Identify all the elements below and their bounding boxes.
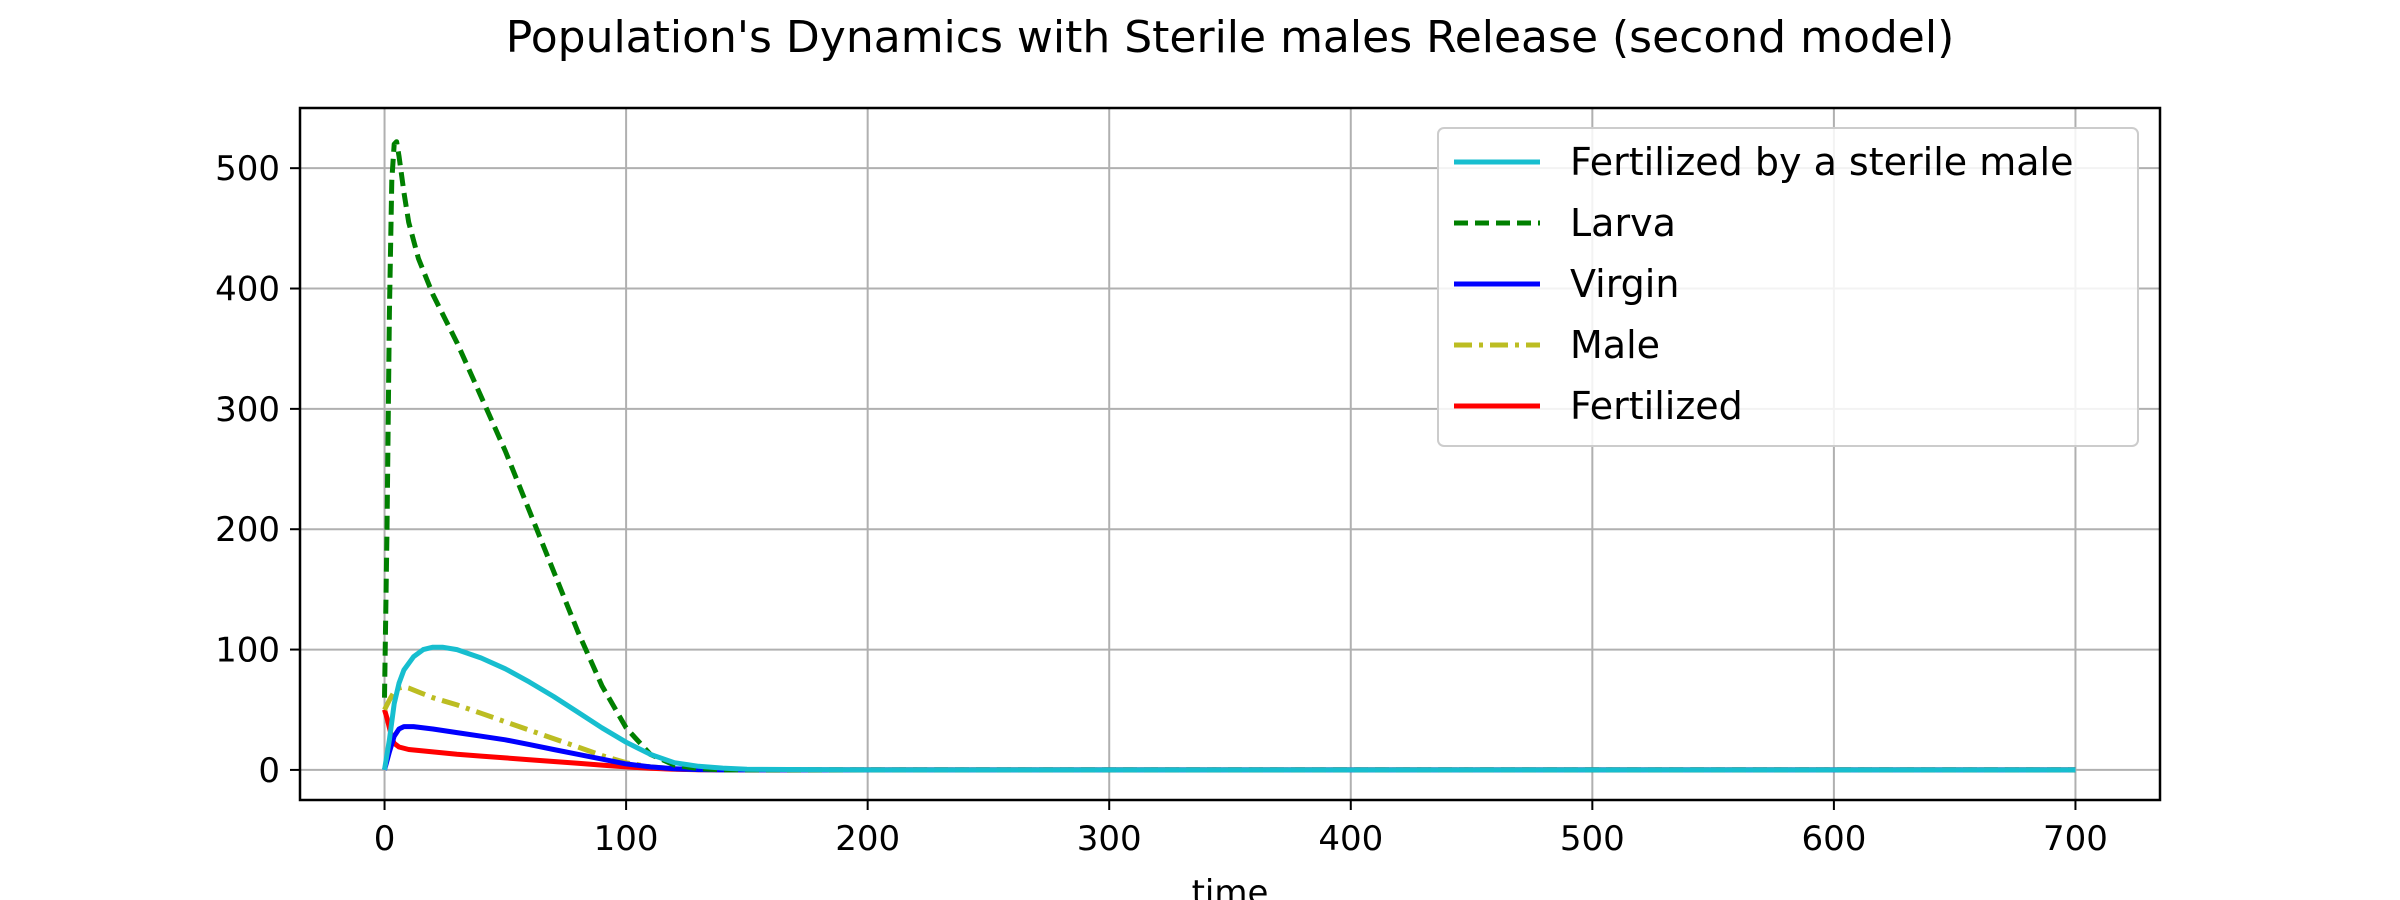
legend-label: Virgin [1570,262,1679,306]
series-line-fertilized-by-a-sterile-male [382,644,2076,773]
legend-label: Male [1570,323,1660,367]
y-tick-label: 100 [215,631,280,671]
y-tick-label: 400 [215,270,280,310]
x-tick-label: 100 [594,819,659,859]
legend-box [1437,127,2139,447]
series-line-larva [382,139,2076,773]
x-tick-label: 0 [374,819,396,859]
plot-frame [298,106,2162,802]
x-axis-ticks: 0 100 200 300 400 500 600 700 [374,800,2108,859]
series-line-male [382,684,2076,773]
x-tick-label: 200 [835,819,900,859]
x-tick-label: 600 [1801,819,1866,859]
legend-label: Fertilized [1570,384,1743,428]
y-tick-label: 200 [215,510,280,550]
x-tick-label: 400 [1318,819,1383,859]
x-tick-label: 300 [1077,819,1142,859]
y-axis-ticks: 0 100 200 300 400 500 [215,149,300,791]
y-tick-label: 500 [215,149,280,189]
series-lines [382,139,2076,773]
legend-label: Larva [1570,201,1676,245]
chart-title: Population's Dynamics with Sterile males… [506,12,1955,63]
x-axis-label: time [1192,873,1269,900]
legend-label: Fertilized by a sterile male [1570,140,2073,184]
y-tick-label: 300 [215,390,280,430]
x-tick-label: 700 [2043,819,2108,859]
x-tick-label: 500 [1560,819,1625,859]
legend: Fertilized by a sterile male Larva Virgin M… [1437,127,2139,447]
y-tick-label: 0 [258,751,280,791]
